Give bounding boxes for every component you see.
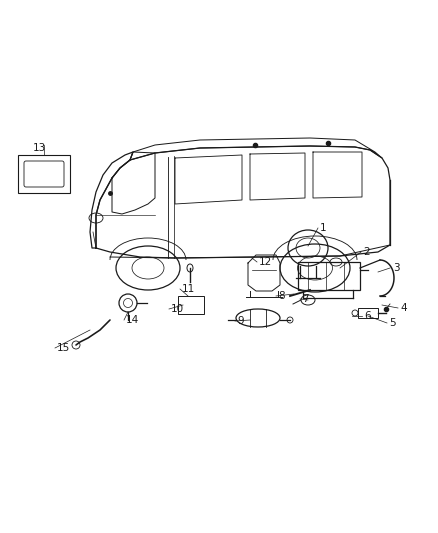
Text: 8: 8 [278, 291, 285, 301]
Bar [18, 155, 70, 193]
Bar [298, 262, 360, 290]
Bar [358, 308, 378, 318]
Text: 14: 14 [126, 315, 139, 325]
Text: 13: 13 [33, 143, 46, 153]
Text: 12: 12 [259, 257, 272, 267]
Text: 6: 6 [364, 311, 371, 321]
Text: 7: 7 [302, 294, 309, 304]
Text: 3: 3 [393, 263, 399, 273]
Text: 15: 15 [57, 343, 70, 353]
Text: 4: 4 [400, 303, 406, 313]
Text: 11: 11 [182, 284, 195, 294]
Text: 5: 5 [389, 318, 396, 328]
Text: 1: 1 [320, 223, 327, 233]
Text: 2: 2 [363, 247, 370, 257]
Text: 10: 10 [171, 304, 184, 314]
Text: 9: 9 [237, 316, 244, 326]
Bar [178, 296, 204, 314]
